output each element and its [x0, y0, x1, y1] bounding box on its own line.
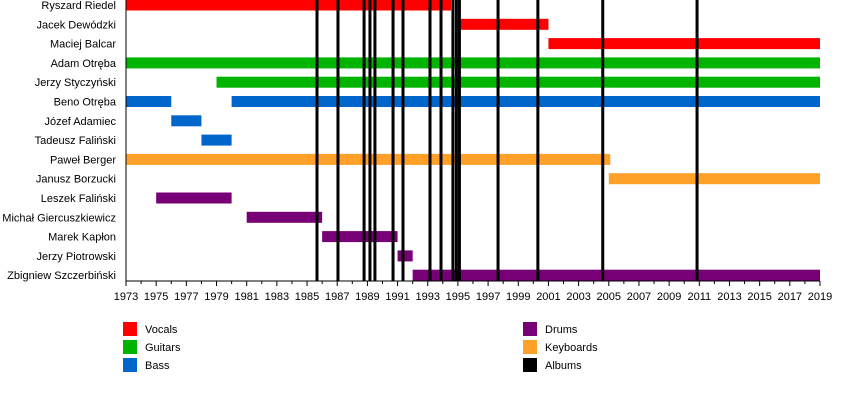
album-line	[601, 0, 605, 281]
x-tick-label: 2011	[687, 291, 711, 303]
album-line	[496, 0, 500, 281]
member-label: Leszek Faliński	[41, 193, 116, 205]
legend-swatch-bass	[123, 358, 137, 372]
album-line	[373, 0, 377, 281]
x-tick-label: 1983	[265, 291, 289, 303]
x-tick-label: 2003	[566, 291, 590, 303]
x-tick-label: 1997	[476, 291, 500, 303]
album-line	[368, 0, 372, 281]
x-tick-label: 1993	[415, 291, 439, 303]
x-tick-label: 1977	[174, 291, 198, 303]
album-line	[439, 0, 443, 281]
legend-label: Vocals	[145, 324, 178, 336]
x-tick-label: 2013	[717, 291, 741, 303]
album-line	[401, 0, 405, 281]
member-label: Ryszard Riedel	[41, 0, 116, 12]
legend-swatch-guitars	[123, 340, 137, 354]
legend-swatch-drums	[523, 322, 537, 336]
album-line	[457, 0, 461, 281]
x-axis: 1973 1975 1977 1979 1981 1983 1985 1987 1989 1991…	[114, 0, 832, 303]
member-label: Jerzy Styczyński	[35, 77, 116, 89]
member-bar-vocals	[126, 0, 452, 11]
album-line	[315, 0, 319, 281]
x-tick-label: 2017	[778, 291, 802, 303]
album-line	[454, 0, 458, 281]
member-label: Tadeusz Faliński	[35, 135, 116, 147]
x-tick-label: 2015	[747, 291, 771, 303]
x-tick-label: 2019	[808, 291, 832, 303]
member-label: Paweł Berger	[50, 154, 116, 166]
x-tick-label: 1973	[114, 291, 138, 303]
member-bar-vocals	[457, 18, 549, 30]
member-bars	[126, 0, 821, 281]
legend-label: Drums	[545, 324, 578, 336]
member-bar-drums	[156, 192, 232, 204]
member-label: Beno Otręba	[54, 97, 117, 109]
legend-swatch-vocals	[123, 322, 137, 336]
member-label: Jacek Dewódzki	[37, 19, 116, 31]
member-label: Adam Otręba	[51, 58, 117, 70]
album-line	[428, 0, 432, 281]
x-tick-label: 1995	[446, 291, 470, 303]
member-label: Marek Kapłon	[48, 232, 116, 244]
member-bar-keyboards	[126, 153, 611, 165]
member-bar-bass	[231, 96, 820, 107]
x-tick-label: 1991	[385, 291, 409, 303]
member-bar-drums	[397, 250, 413, 262]
member-label: Michał Giercuszkiewicz	[2, 212, 116, 224]
album-line	[536, 0, 540, 281]
member-labels: Ryszard Riedel Jacek Dewódzki Maciej Balca…	[2, 0, 117, 282]
x-tick-label: 2001	[536, 291, 560, 303]
x-tick-label: 1979	[204, 291, 228, 303]
member-label: Zbigniew Szczerbiński	[7, 270, 116, 282]
legend-label: Keyboards	[545, 342, 598, 354]
member-bar-vocals	[548, 38, 820, 50]
x-tick-label: 1987	[325, 291, 349, 303]
member-label: Maciej Balcar	[50, 39, 116, 51]
x-tick-label: 1975	[144, 291, 168, 303]
member-label: Józef Adamiec	[44, 116, 116, 128]
album-line	[695, 0, 699, 281]
album-line	[451, 0, 455, 281]
member-label: Janusz Borzucki	[36, 174, 116, 186]
x-tick-label: 1981	[234, 291, 258, 303]
legend-label: Bass	[145, 360, 170, 372]
member-bar-drums	[246, 211, 323, 223]
legend-label: Guitars	[145, 342, 181, 354]
member-bar-bass	[126, 96, 172, 107]
member-bar-guitars	[216, 76, 821, 88]
x-tick-label: 2007	[627, 291, 651, 303]
album-lines	[315, 0, 699, 281]
member-bar-drums	[322, 231, 398, 243]
legend-label: Albums	[545, 360, 582, 372]
member-bar-bass	[201, 134, 232, 146]
legend: Vocals Guitars Bass Drums Keyboards Albums	[123, 322, 598, 372]
x-tick-label: 1989	[355, 291, 379, 303]
member-bar-drums	[412, 269, 820, 281]
member-bar-bass	[171, 115, 202, 127]
legend-swatch-keyboards	[523, 340, 537, 354]
x-tick-label: 1985	[295, 291, 319, 303]
member-bar-keyboards	[608, 173, 820, 185]
x-tick-label: 1999	[506, 291, 530, 303]
x-tick-label: 2005	[597, 291, 621, 303]
album-line	[391, 0, 395, 281]
member-bar-guitars	[126, 57, 820, 69]
album-line	[362, 0, 366, 281]
legend-swatch-albums	[523, 358, 537, 372]
member-label: Jerzy Piotrowski	[37, 251, 116, 263]
x-tick-label: 2009	[657, 291, 681, 303]
album-line	[336, 0, 340, 281]
